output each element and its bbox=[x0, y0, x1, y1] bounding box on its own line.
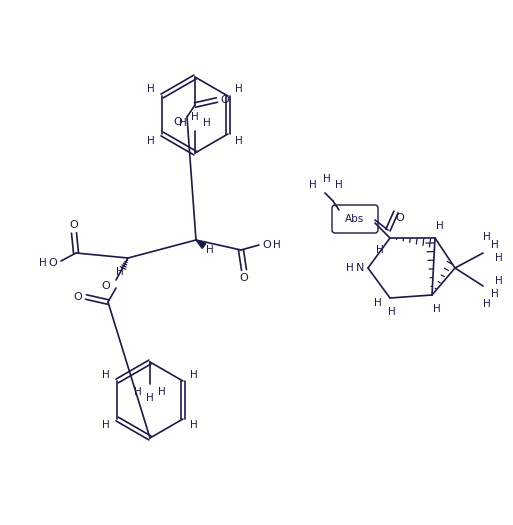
Text: O: O bbox=[173, 117, 183, 127]
Text: H: H bbox=[102, 370, 110, 380]
Text: H: H bbox=[191, 112, 199, 122]
Text: H: H bbox=[483, 232, 491, 242]
Text: H: H bbox=[158, 387, 166, 397]
Text: H: H bbox=[309, 180, 317, 190]
Text: O: O bbox=[102, 281, 110, 291]
Text: H: H bbox=[495, 253, 503, 263]
Text: O: O bbox=[263, 240, 271, 250]
Text: H: H bbox=[235, 85, 243, 94]
Text: H: H bbox=[206, 245, 214, 255]
Text: O: O bbox=[240, 273, 248, 283]
Text: H: H bbox=[203, 118, 211, 128]
Text: H: H bbox=[483, 299, 491, 309]
Text: H: H bbox=[491, 289, 499, 299]
Text: H: H bbox=[190, 421, 198, 430]
Text: H: H bbox=[346, 263, 354, 273]
Text: H: H bbox=[273, 240, 281, 250]
Text: H: H bbox=[491, 240, 499, 250]
Text: H: H bbox=[495, 276, 503, 286]
Text: H: H bbox=[102, 421, 110, 430]
Text: N: N bbox=[356, 263, 364, 273]
Text: H: H bbox=[179, 118, 187, 128]
Text: H: H bbox=[235, 135, 243, 145]
FancyBboxPatch shape bbox=[332, 205, 378, 233]
Text: H: H bbox=[388, 307, 396, 317]
Text: H: H bbox=[376, 245, 384, 255]
Text: O: O bbox=[221, 95, 229, 105]
Text: Abs: Abs bbox=[345, 214, 365, 224]
Text: H: H bbox=[323, 174, 331, 184]
Text: H: H bbox=[436, 221, 444, 231]
Text: O: O bbox=[70, 220, 78, 230]
Text: H: H bbox=[147, 135, 155, 145]
Text: O: O bbox=[74, 292, 83, 302]
Text: H: H bbox=[147, 85, 155, 94]
Text: H: H bbox=[335, 180, 343, 190]
Text: H: H bbox=[39, 258, 47, 268]
Text: H: H bbox=[146, 393, 154, 403]
Text: H: H bbox=[134, 387, 142, 397]
Text: H: H bbox=[374, 298, 382, 308]
Text: H: H bbox=[116, 267, 124, 277]
Text: H: H bbox=[190, 370, 198, 380]
Text: H: H bbox=[433, 304, 441, 314]
Polygon shape bbox=[196, 240, 206, 248]
Text: O: O bbox=[49, 258, 57, 268]
Text: O: O bbox=[396, 213, 404, 223]
